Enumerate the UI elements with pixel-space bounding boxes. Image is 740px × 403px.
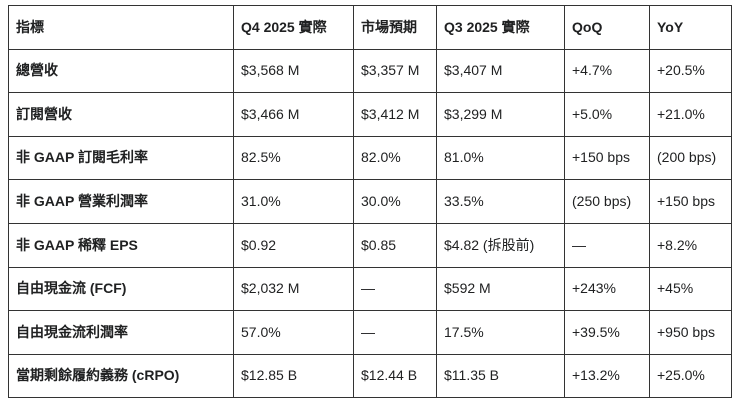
quarterly-financial-results-table: 指標 Q4 2025 實際 市場預期 Q3 2025 實際 QoQ YoY 總營收 $3,5…	[8, 5, 732, 399]
table-cell: +150 bps	[564, 135, 650, 181]
table-cell: 30.0%	[353, 179, 437, 224]
table-cell: $3,412 M	[353, 92, 437, 137]
table-cell: $3,568 M	[233, 48, 354, 94]
table-cell: 31.0%	[233, 179, 354, 224]
table-cell: +950 bps	[649, 310, 732, 355]
table-container: 指標 Q4 2025 實際 市場預期 Q3 2025 實際 QoQ YoY 總營收 $3,5…	[8, 5, 732, 399]
table-header: 指標 Q4 2025 實際 市場預期 Q3 2025 實際 QoQ YoY	[8, 5, 732, 50]
table-cell: +45%	[649, 266, 732, 312]
table-row: 自由現金流利潤率 57.0% —17.5% +39.5% +950 bps	[8, 310, 732, 355]
column-header: 市場預期	[353, 5, 437, 50]
column-header: 指標	[8, 5, 234, 50]
table-cell: +13.2%	[564, 353, 650, 399]
column-header: Q4 2025 實際	[233, 5, 354, 50]
table-cell: +5.0%	[564, 92, 650, 137]
table-cell: +243%	[564, 266, 650, 312]
table-cell: 17.5%	[436, 310, 565, 355]
table-cell: +21.0%	[649, 92, 732, 137]
column-header: QoQ	[564, 5, 650, 50]
table-cell: $592 M	[436, 266, 565, 312]
table-cell: (250 bps)	[564, 179, 650, 224]
table-cell: —	[353, 310, 437, 355]
table-cell: +25.0%	[649, 353, 732, 399]
row-label-cell: 訂閱營收	[8, 92, 234, 137]
row-label-cell: 非 GAAP 訂閱毛利率	[8, 135, 234, 181]
row-label-cell: 自由現金流 (FCF)	[8, 266, 234, 312]
row-label-cell: 非 GAAP 營業利潤率	[8, 179, 234, 224]
column-header: YoY	[649, 5, 732, 50]
table-cell: $12.44 B	[353, 353, 437, 399]
table-cell: 33.5%	[436, 179, 565, 224]
table-cell: $2,032 M	[233, 266, 354, 312]
row-label-cell: 自由現金流利潤率	[8, 310, 234, 355]
table-cell: +150 bps	[649, 179, 732, 224]
table-row: 自由現金流 (FCF) $2,032 M — $592 M +243% +45%	[8, 266, 732, 312]
row-label-cell: 非 GAAP 稀釋 EPS	[8, 222, 234, 268]
row-label-cell: 總營收	[8, 48, 234, 94]
table-row: 當期剩餘履約義務 (cRPO) $12.85 B $12.44 B $11.35 B +…	[8, 353, 732, 399]
table-cell: 82.0%	[353, 135, 437, 181]
table-cell: $11.35 B	[436, 353, 565, 399]
column-header: Q3 2025 實際	[436, 5, 565, 50]
row-label-cell: 當期剩餘履約義務 (cRPO)	[8, 353, 234, 399]
table-row: 訂閱營收 $3,466 M $3,412 M $3,299 M +5.0% +21.0%	[8, 92, 732, 137]
table-cell: $0.92	[233, 222, 354, 268]
table-cell: 81.0%	[436, 135, 565, 181]
table-cell: —	[353, 266, 437, 312]
table-row: 非 GAAP 訂閱毛利率 82.5% 82.0% 81.0% +150 bps (200 …	[8, 135, 732, 181]
table-row: 總營收 $3,568 M $3,357 M $3,407 M +4.7% +20.5%	[8, 48, 732, 94]
table-cell: $3,466 M	[233, 92, 354, 137]
table-cell: $3,407 M	[436, 48, 565, 94]
table-cell: $0.85	[353, 222, 437, 268]
header-row: 指標 Q4 2025 實際 市場預期 Q3 2025 實際 QoQ YoY	[8, 5, 732, 50]
table-cell: $3,299 M	[436, 92, 565, 137]
table-row: 非 GAAP 稀釋 EPS $0.92 $0.85 $4.82 (拆股前) — +8.2%	[8, 222, 732, 268]
table-cell: +4.7%	[564, 48, 650, 94]
table-cell: 57.0%	[233, 310, 354, 355]
table-cell: +8.2%	[649, 222, 732, 268]
table-cell: +20.5%	[649, 48, 732, 94]
table-cell: —	[564, 222, 650, 268]
table-cell: $4.82 (拆股前)	[436, 222, 565, 268]
table-body: 總營收 $3,568 M $3,357 M $3,407 M +4.7% +20.5% 訂閱…	[8, 48, 732, 399]
table-cell: (200 bps)	[649, 135, 732, 181]
table-cell: $12.85 B	[233, 353, 354, 399]
table-row: 非 GAAP 營業利潤率 31.0% 30.0% 33.5% (250 bps) +150…	[8, 179, 732, 224]
table-cell: +39.5%	[564, 310, 650, 355]
table-cell: 82.5%	[233, 135, 354, 181]
table-cell: $3,357 M	[353, 48, 437, 94]
